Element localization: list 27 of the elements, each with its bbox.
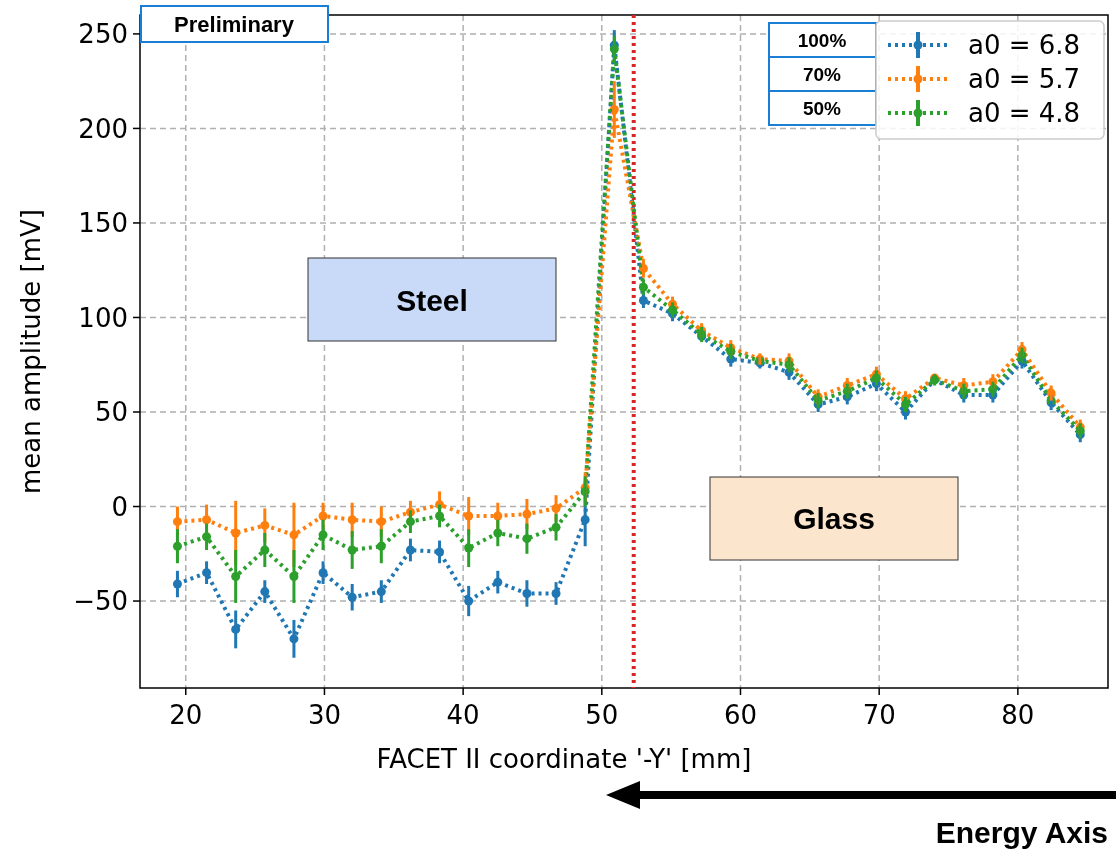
annotation: 100% — [797, 29, 847, 51]
annotation: Glass — [793, 501, 875, 535]
x-tick-label: 50 — [585, 700, 619, 730]
annotation: Steel — [396, 283, 468, 317]
text: Energy Axis — [935, 815, 1108, 849]
x-tick-label: 40 — [446, 700, 480, 730]
x-tick-label: 20 — [169, 700, 203, 730]
y-tick-label: 0 — [111, 491, 128, 522]
x-axis-title: FACET II coordinate '-Y' [mm] — [376, 744, 752, 774]
annotation: 50% — [802, 97, 842, 119]
y-tick-label: 250 — [78, 19, 128, 49]
annotation: Preliminary — [174, 11, 295, 37]
y-tick-label: 200 — [78, 113, 128, 144]
legend-label: a0 = 5.7 — [968, 64, 1081, 95]
y-tick-label: 100 — [78, 302, 128, 333]
x-tick-label: 80 — [1001, 700, 1035, 730]
annotation: 70% — [802, 63, 842, 85]
x-tick-label: 70 — [862, 700, 896, 730]
x-tick-label: 60 — [723, 700, 758, 730]
percent-table: 100% 70% 50% — [768, 22, 877, 126]
y-tick-label: −50 — [73, 586, 128, 617]
x-tick-label: 30 — [307, 700, 341, 730]
y-axis-title: mean amplitude [mV] — [16, 208, 46, 495]
y-tick-label: 150 — [78, 208, 128, 239]
legend-label: a0 = 6.8 — [968, 30, 1081, 61]
y-tick-label: 50 — [94, 397, 128, 428]
legend-label: a0 = 4.8 — [968, 98, 1081, 129]
